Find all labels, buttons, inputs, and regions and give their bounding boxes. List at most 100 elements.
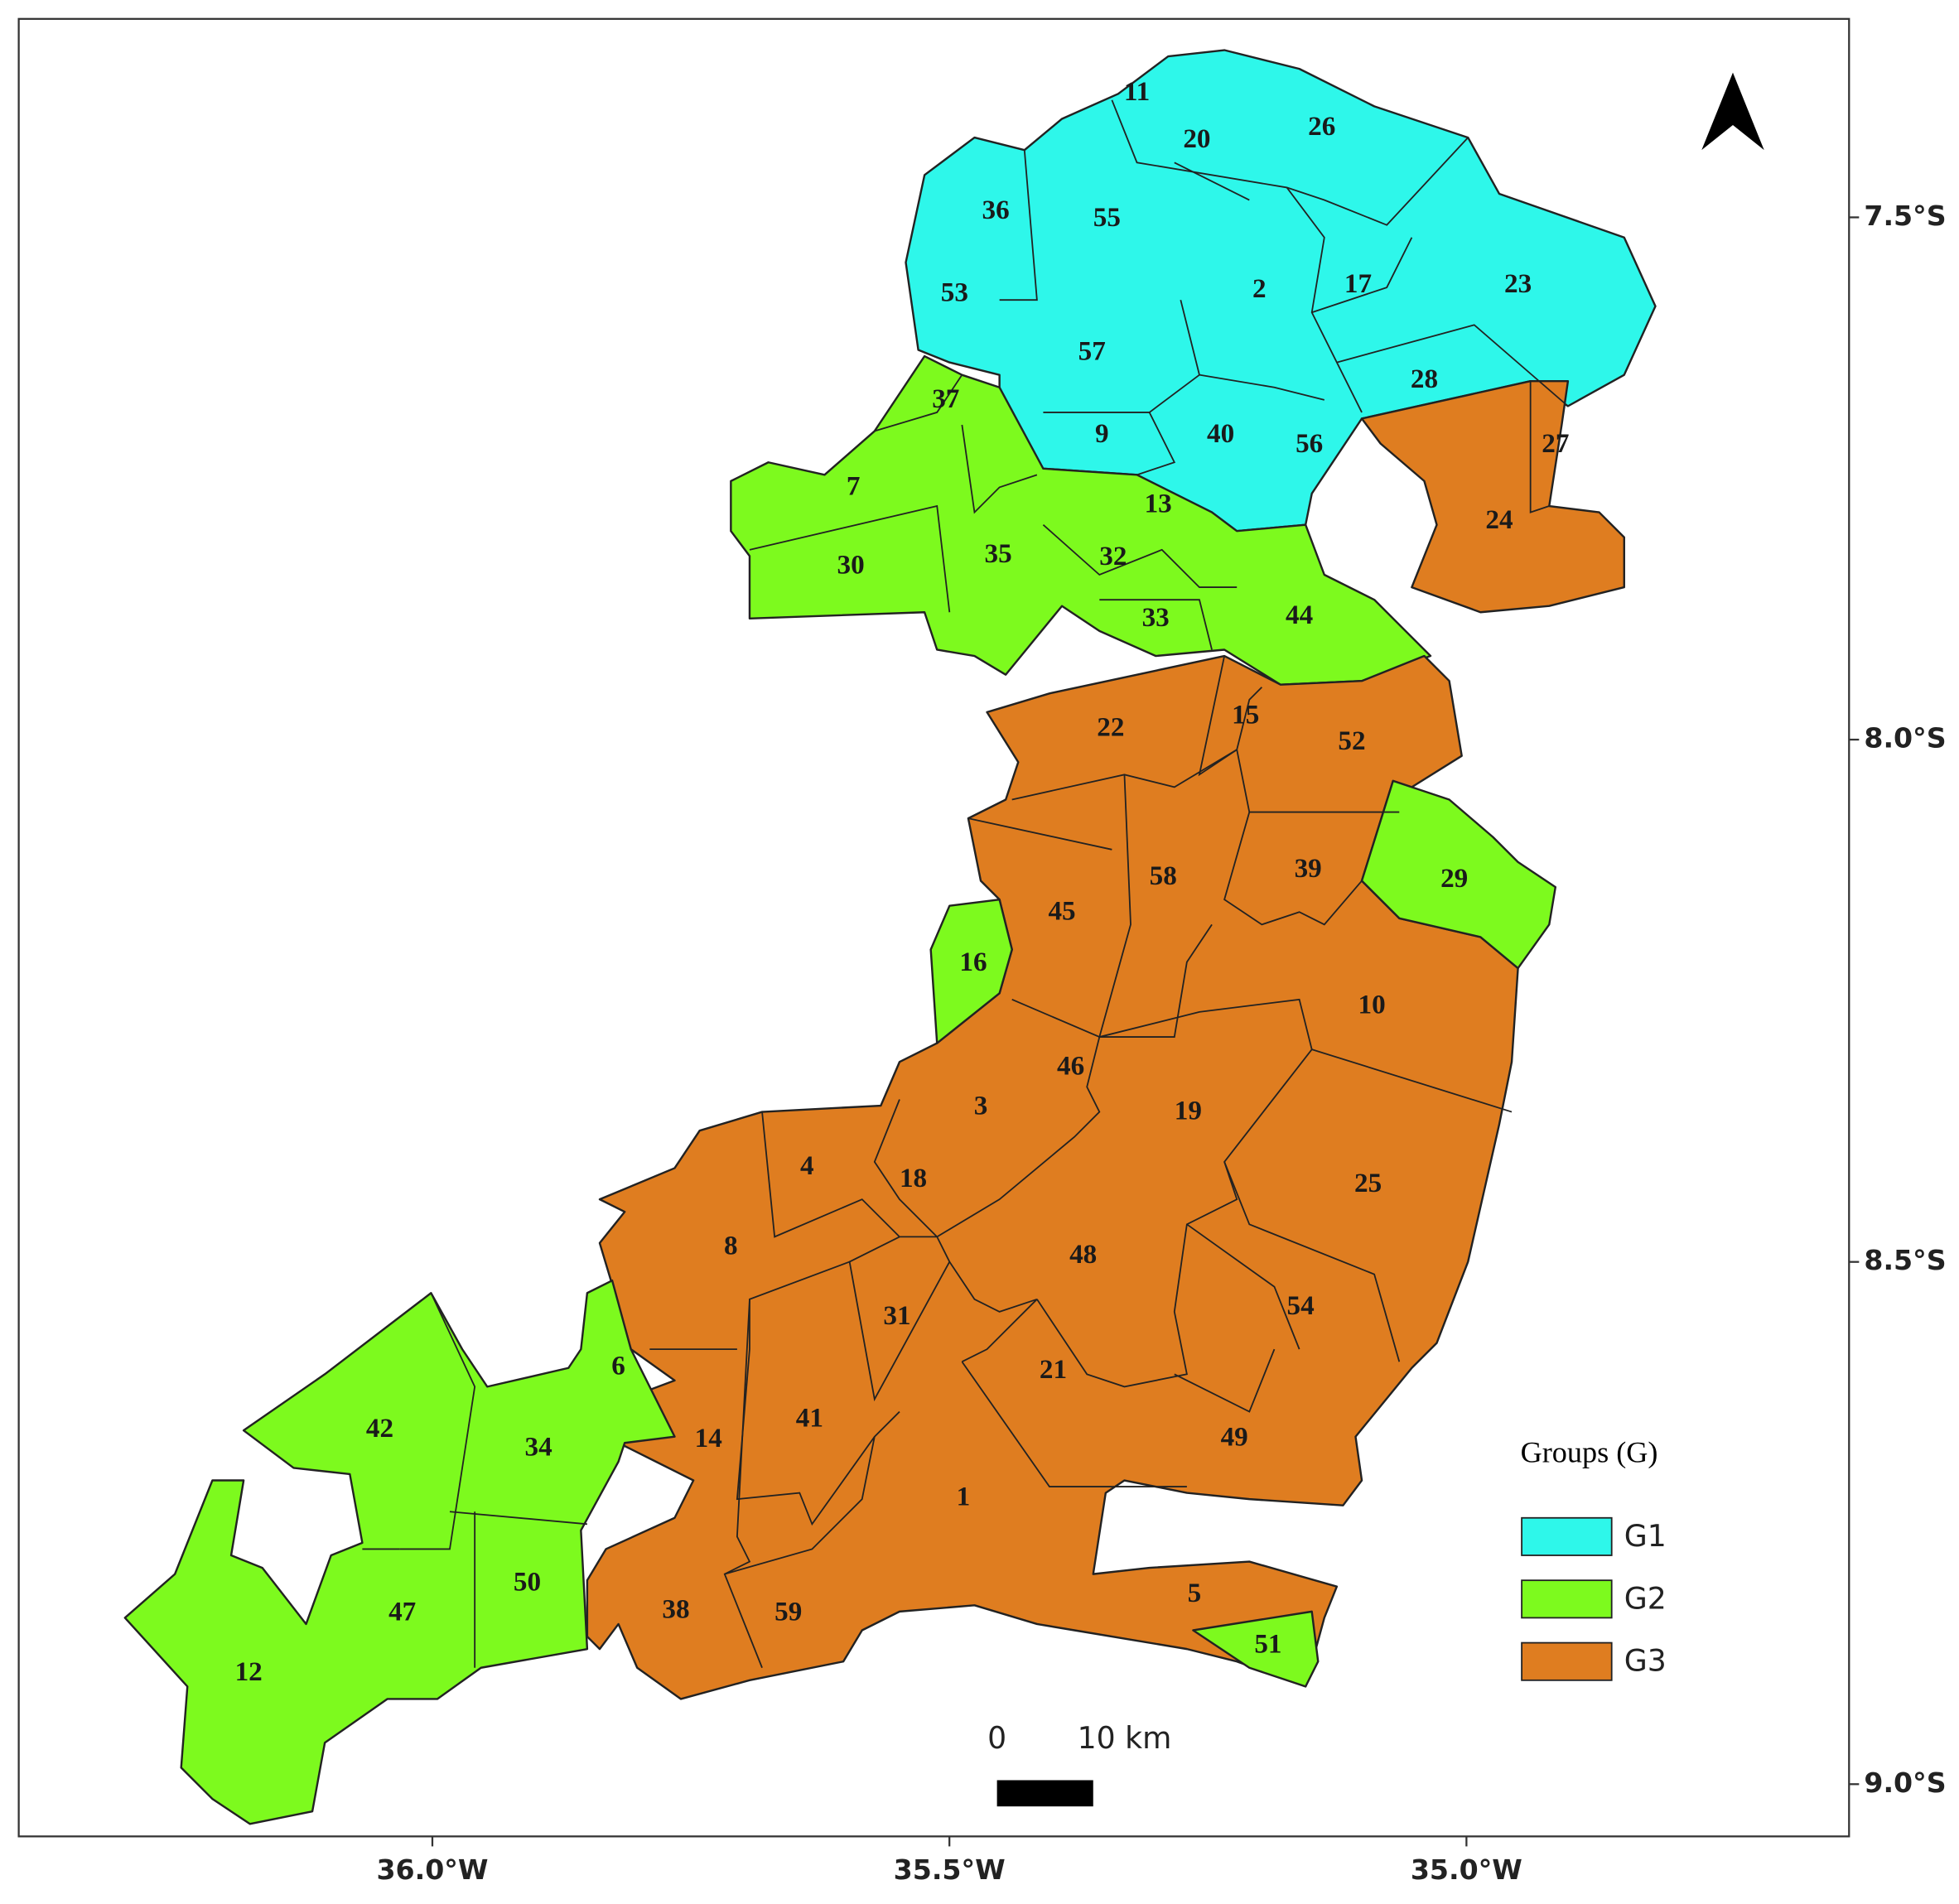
- region-label: 17: [1344, 268, 1372, 299]
- north-arrow: [1701, 72, 1764, 151]
- region-label: 30: [837, 550, 865, 581]
- region-label: 21: [1040, 1354, 1067, 1385]
- region-label: 13: [1145, 489, 1172, 519]
- region-label: 31: [883, 1300, 910, 1331]
- region-label: 16: [959, 947, 987, 977]
- region-label: 35: [985, 538, 1012, 569]
- region-boundary: [1036, 998, 1313, 1388]
- region-label: 40: [1207, 418, 1234, 449]
- region-boundary: [961, 1299, 1038, 1363]
- region-label: 47: [388, 1597, 416, 1627]
- region-label: 14: [695, 1423, 722, 1453]
- region-label: 11: [1124, 76, 1150, 107]
- region-label: 41: [796, 1403, 823, 1434]
- region-label: 59: [774, 1597, 802, 1627]
- x-tick-label: 35.5°W: [894, 1853, 1006, 1886]
- x-tick-label: 35.0°W: [1411, 1853, 1522, 1886]
- region-boundary: [967, 817, 1112, 851]
- region-label: 50: [514, 1566, 541, 1597]
- region-group-area: [1360, 779, 1557, 970]
- region-label: 51: [1254, 1629, 1281, 1660]
- region-group-area: [1360, 380, 1625, 614]
- region-boundary: [1223, 812, 1363, 926]
- region-group-area: [730, 354, 1432, 686]
- region-boundary: [1136, 412, 1176, 476]
- region-label: 48: [1069, 1239, 1097, 1270]
- region-boundary: [1529, 381, 1550, 513]
- legend-swatch: [1521, 1641, 1613, 1681]
- region-label: 26: [1308, 111, 1335, 142]
- region-label: 1: [957, 1482, 971, 1512]
- region-boundary: [399, 1292, 476, 1550]
- region-label: 57: [1078, 336, 1106, 367]
- region-label: 32: [1099, 541, 1127, 571]
- region-label: 18: [900, 1163, 927, 1193]
- region-boundary: [999, 150, 1038, 301]
- region-boundary: [1098, 774, 1213, 1038]
- region-group-area: [929, 898, 1013, 1044]
- region-label: 34: [524, 1431, 552, 1462]
- region-label: 9: [1095, 418, 1109, 449]
- region-boundary: [1043, 299, 1200, 413]
- region-boundary: [1199, 374, 1325, 401]
- region-label: 12: [235, 1656, 263, 1687]
- scale-label: 0: [987, 1720, 1006, 1756]
- region-boundary: [1042, 523, 1238, 588]
- region-label: 28: [1411, 364, 1438, 394]
- region-boundary: [699, 1111, 1038, 1313]
- region-label: 38: [662, 1593, 689, 1624]
- legend-label: G3: [1624, 1643, 1667, 1679]
- region-label: 45: [1048, 895, 1075, 926]
- region-label: 24: [1485, 504, 1513, 535]
- y-tick-label: 9.0°S: [1864, 1767, 1946, 1799]
- region-label: 53: [941, 277, 968, 308]
- legend-label: G1: [1624, 1518, 1667, 1554]
- region-label: 27: [1542, 428, 1569, 459]
- region-boundary: [848, 1236, 951, 1402]
- region-boundary: [449, 1511, 587, 1526]
- region-label: 37: [932, 383, 959, 414]
- region-label: 49: [1221, 1421, 1248, 1452]
- region-boundary: [1174, 161, 1250, 201]
- region-label: 33: [1142, 602, 1170, 633]
- region-boundary: [1311, 1048, 1513, 1113]
- region-boundary: [961, 424, 1038, 514]
- region-label: 39: [1295, 853, 1322, 884]
- region-boundary: [1311, 237, 1413, 314]
- region-boundary: [874, 374, 963, 432]
- x-tick-label: 36.0°W: [376, 1853, 488, 1886]
- region-label: 8: [724, 1231, 738, 1261]
- scale-label: 10 km: [1078, 1720, 1172, 1756]
- scale-bar: [996, 1780, 1093, 1807]
- region-boundary: [873, 998, 1101, 1238]
- region-label: 23: [1504, 268, 1532, 299]
- region-label: 7: [847, 471, 861, 502]
- map-frame: [17, 17, 1850, 1838]
- region-boundary: [723, 1299, 763, 1669]
- region-label: 44: [1286, 600, 1313, 630]
- region-boundary: [1174, 1348, 1276, 1413]
- region-label: 52: [1338, 725, 1365, 756]
- region-label: 56: [1296, 428, 1323, 459]
- region-group-area: [123, 1279, 676, 1825]
- region-boundary: [1111, 99, 1469, 226]
- legend-swatch: [1521, 1579, 1613, 1619]
- region-boundary: [724, 1436, 876, 1575]
- region-label: 22: [1097, 712, 1124, 743]
- region-label: 3: [974, 1091, 988, 1121]
- region-label: 19: [1175, 1096, 1202, 1126]
- region-label: 4: [800, 1150, 814, 1181]
- y-tick-label: 7.5°S: [1864, 200, 1946, 232]
- y-tick-label: 8.0°S: [1864, 722, 1946, 754]
- region-label: 20: [1183, 123, 1210, 154]
- region-boundary: [1011, 749, 1238, 801]
- region-group-area: [1192, 1610, 1320, 1688]
- region-label: 6: [611, 1350, 625, 1381]
- legend-swatch: [1521, 1516, 1613, 1556]
- region-label: 5: [1188, 1578, 1202, 1608]
- y-tick-label: 8.5°S: [1864, 1244, 1946, 1276]
- region-label: 46: [1057, 1050, 1084, 1081]
- region-label: 58: [1150, 860, 1177, 891]
